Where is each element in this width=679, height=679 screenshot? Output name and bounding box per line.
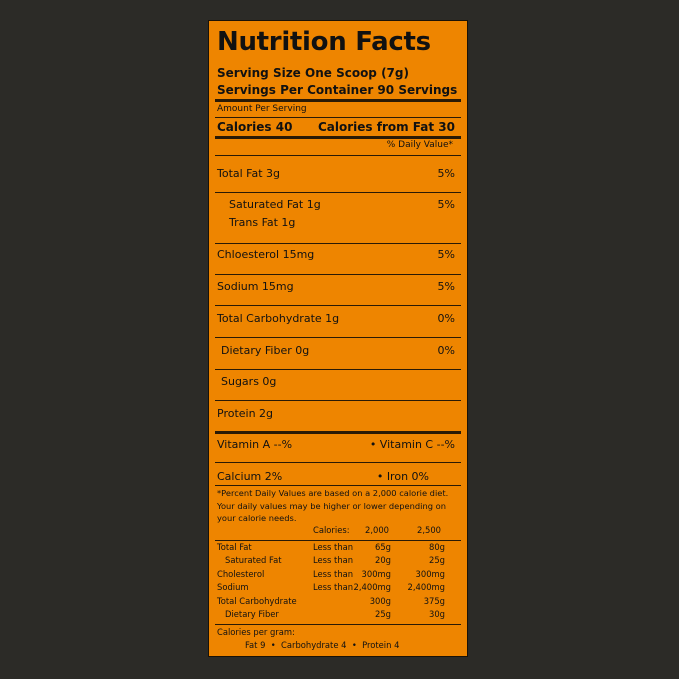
nutrient-name: Dietary Fiber 0g (221, 344, 310, 357)
nutrient-name: Sugars 0g (221, 375, 277, 388)
dv-row-2500: 300mg (415, 568, 445, 579)
divider (215, 369, 461, 370)
dv-row-2000: 20g (375, 555, 391, 566)
dv-row-name: Saturated Fat (225, 555, 282, 566)
nutrient-row-dietary-fiber: Dietary Fiber 0g 0% (217, 344, 455, 357)
dv-row-name: Total Carbohydrate (217, 595, 297, 606)
daily-value-header: % Daily Value* (386, 140, 453, 150)
dv-row-qualifier: Less than (313, 555, 354, 566)
calcium: Calcium 2% (217, 470, 283, 483)
daily-value-table-body: Total Fat Less than 65g 80g Saturated Fa… (217, 542, 459, 622)
nutrient-name: Saturated Fat 1g (229, 198, 321, 211)
nutrient-dv: 5% (437, 167, 455, 180)
amount-per-serving: Amount Per Serving (217, 104, 307, 114)
dv-row-2000: 300g (369, 595, 391, 606)
dv-row-qualifier: Less than (313, 582, 354, 593)
divider (215, 431, 461, 434)
divider (215, 117, 461, 118)
mineral-row: Calcium 2% • Iron 0% (217, 470, 455, 483)
dv-header-2000: 2,000 (365, 525, 389, 535)
divider (215, 485, 461, 486)
nutrient-dv: 0% (437, 312, 455, 325)
nutrient-row-sodium: Sodium 15mg 5% (217, 280, 455, 293)
divider (215, 337, 461, 338)
dv-row-qualifier: Less than (313, 542, 354, 552)
nutrient-row-total-fat: Total Fat 3g 5% (217, 167, 455, 180)
divider (215, 305, 461, 306)
nutrient-row-cholesterol: Chloesterol 15mg 5% (217, 248, 455, 261)
dv-row-2000: 65g (375, 542, 391, 552)
table-row: Dietary Fiber 25g 30g (217, 609, 459, 622)
divider (215, 99, 461, 102)
divider (215, 192, 461, 193)
dv-row-2500: 30g (429, 608, 445, 619)
nutrient-name: Sodium 15mg (217, 280, 294, 293)
iron: • Iron 0% (376, 470, 429, 483)
dv-header-2500: 2,500 (417, 525, 441, 535)
divider (215, 540, 461, 541)
divider (215, 155, 461, 156)
table-row: Total Carbohydrate 300g 375g (217, 596, 459, 609)
dv-row-name: Dietary Fiber (225, 608, 279, 619)
vitamin-row: Vitamin A --% • Vitamin C --% (217, 438, 455, 451)
nutrient-name: Chloesterol 15mg (217, 248, 315, 261)
nutrient-dv: 5% (437, 198, 455, 211)
daily-value-footnote: *Percent Daily Values are based on a 2,0… (217, 488, 449, 523)
table-row: Sodium Less than 2,400mg 2,400mg (217, 582, 459, 595)
table-row: Total Fat Less than 65g 80g (217, 542, 459, 555)
calories-per-gram-values: Fat 9 • Carbohydrate 4 • Protein 4 (245, 640, 400, 650)
dv-row-2500: 375g (423, 595, 445, 606)
dv-row-name: Sodium (217, 582, 249, 593)
dv-row-2500: 80g (429, 542, 445, 552)
calories-row: Calories 40 Calories from Fat 30 (217, 120, 455, 134)
nutrient-row-protein: Protein 2g (217, 407, 455, 420)
dv-row-qualifier: Less than (313, 568, 354, 579)
divider (215, 624, 461, 625)
nutrient-row-trans-fat: Trans Fat 1g (217, 216, 455, 229)
dv-row-2000: 2,400mg (353, 582, 391, 593)
calories-per-gram-label: Calories per gram: (217, 627, 295, 637)
divider (215, 136, 461, 139)
dv-row-name: Cholesterol (217, 568, 265, 579)
divider (215, 274, 461, 275)
nutrient-dv: 5% (437, 248, 455, 261)
table-row: Saturated Fat Less than 20g 25g (217, 555, 459, 568)
vitamin-a: Vitamin A --% (217, 438, 293, 451)
nutrient-row-sugars: Sugars 0g (217, 375, 455, 388)
calories-from-fat: Calories from Fat 30 (317, 120, 455, 134)
dv-row-2000: 25g (375, 608, 391, 619)
dv-row-2500: 25g (429, 555, 445, 566)
table-row: Cholesterol Less than 300mg 300mg (217, 569, 459, 582)
divider (215, 462, 461, 463)
calories-value: Calories 40 (217, 120, 293, 134)
serving-size: Serving Size One Scoop (7g) (217, 66, 409, 80)
nutrient-row-saturated-fat: Saturated Fat 1g 5% (217, 198, 455, 211)
dv-table-header: Calories: 2,000 2,500 (217, 525, 459, 538)
nutrition-facts-label: Nutrition Facts Serving Size One Scoop (… (208, 20, 468, 657)
daily-value-table: Calories: 2,000 2,500 (217, 525, 459, 538)
dv-row-name: Total Fat (217, 542, 252, 552)
divider (215, 400, 461, 401)
label-title: Nutrition Facts (217, 27, 431, 57)
nutrient-row-total-carbohydrate: Total Carbohydrate 1g 0% (217, 312, 455, 325)
dv-row-2500: 2,400mg (407, 582, 445, 593)
nutrient-dv: 5% (437, 280, 455, 293)
nutrient-name: Total Fat 3g (217, 167, 281, 180)
nutrient-name: Total Carbohydrate 1g (217, 312, 340, 325)
dv-row-2000: 300mg (361, 568, 391, 579)
servings-per-container: Servings Per Container 90 Servings (217, 83, 458, 97)
divider (215, 243, 461, 244)
nutrient-name: Trans Fat 1g (229, 216, 296, 229)
dv-header-calories: Calories: (313, 525, 350, 535)
nutrient-name: Protein 2g (217, 407, 274, 420)
vitamin-c: • Vitamin C --% (369, 438, 455, 451)
nutrient-dv: 0% (437, 344, 455, 357)
